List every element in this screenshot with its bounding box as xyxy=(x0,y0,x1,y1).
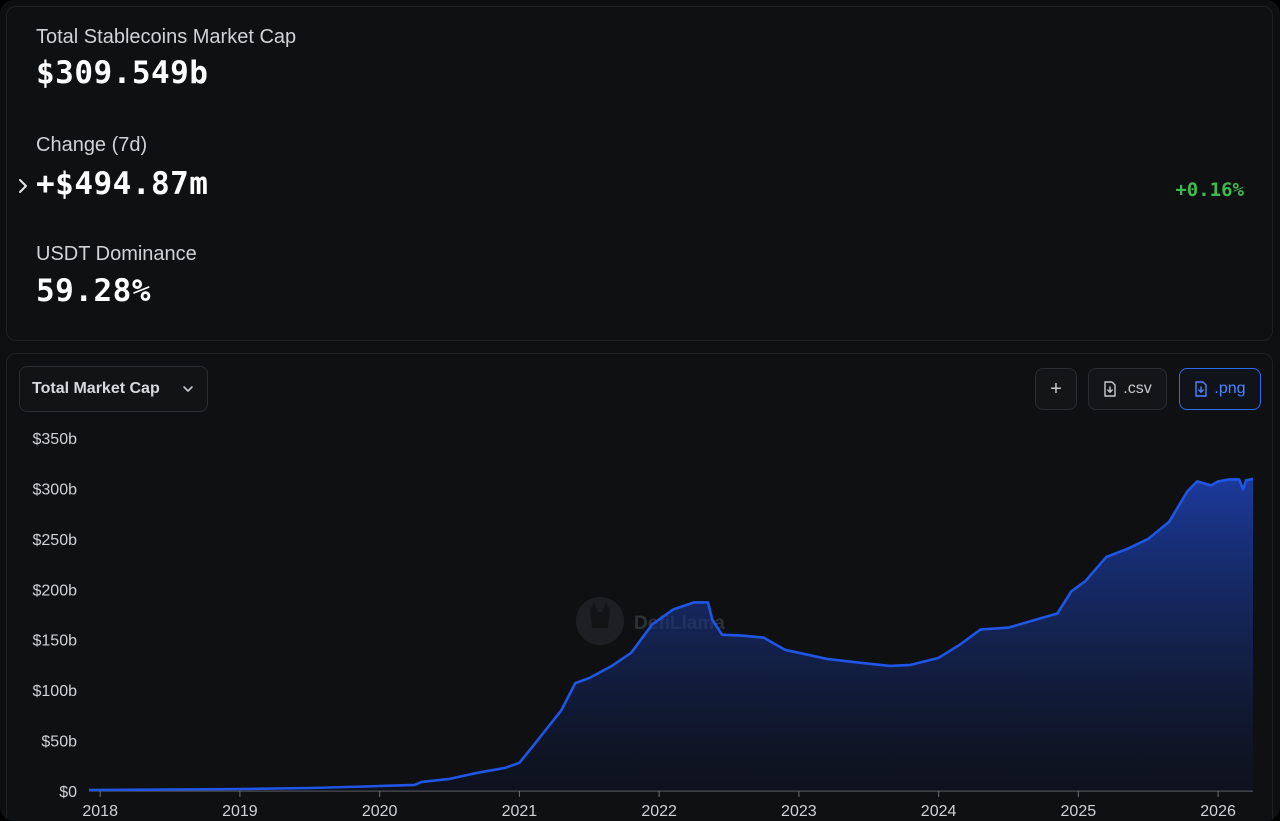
y-tick-label: $350b xyxy=(33,431,78,448)
x-tick-label: 2018 xyxy=(82,803,118,820)
y-tick-label: $200b xyxy=(33,582,78,599)
csv-download-button[interactable]: .csv xyxy=(1088,368,1167,410)
market-cap-line xyxy=(88,477,1254,792)
chart-type-select-label: Total Market Cap xyxy=(32,380,160,397)
x-tick-label: 2024 xyxy=(921,803,957,820)
y-tick-label: $250b xyxy=(33,532,78,549)
change-value: +$494.87m xyxy=(36,166,209,202)
add-button[interactable]: + xyxy=(1035,368,1077,410)
image-download-icon xyxy=(1194,381,1208,397)
market-cap-label: Total Stablecoins Market Cap xyxy=(36,26,297,48)
x-tick-label: 2019 xyxy=(222,803,258,820)
chart-type-select[interactable]: Total Market Cap xyxy=(19,366,208,412)
dominance-label: USDT Dominance xyxy=(36,243,197,265)
y-axis: $0 $50b $100b $150b $200b $250b $300b $350b xyxy=(33,431,78,801)
png-label: .png xyxy=(1214,380,1246,397)
change-label: Change (7d) xyxy=(36,134,148,156)
png-download-button[interactable]: .png xyxy=(1179,368,1261,410)
chevron-down-icon xyxy=(181,382,195,396)
market-cap-area xyxy=(89,478,1253,791)
x-tick-label: 2020 xyxy=(362,803,398,820)
file-download-icon xyxy=(1103,381,1117,397)
x-tick-label: 2021 xyxy=(502,803,538,820)
y-tick-label: $50b xyxy=(41,734,77,751)
x-tick-label: 2026 xyxy=(1200,803,1236,820)
csv-label: .csv xyxy=(1123,380,1152,397)
x-tick-label: 2023 xyxy=(781,803,817,820)
add-label: + xyxy=(1050,377,1062,400)
x-tick-label: 2022 xyxy=(641,803,677,820)
stats-card: Total Stablecoins Market Cap $309.549b C… xyxy=(6,6,1273,341)
x-axis: 2018 2019 2020 2021 2022 2023 2024 2025 2026 xyxy=(82,790,1253,820)
y-tick-label: $0 xyxy=(59,784,77,801)
market-cap-value: $309.549b xyxy=(36,55,209,91)
change-percent: +0.16% xyxy=(1175,179,1244,201)
chevron-right-icon[interactable] xyxy=(15,174,31,198)
y-tick-label: $100b xyxy=(33,683,78,700)
y-tick-label: $300b xyxy=(33,481,78,498)
y-tick-label: $150b xyxy=(33,633,78,650)
dominance-value: 59.28% xyxy=(36,273,151,309)
x-tick-label: 2025 xyxy=(1061,803,1097,820)
